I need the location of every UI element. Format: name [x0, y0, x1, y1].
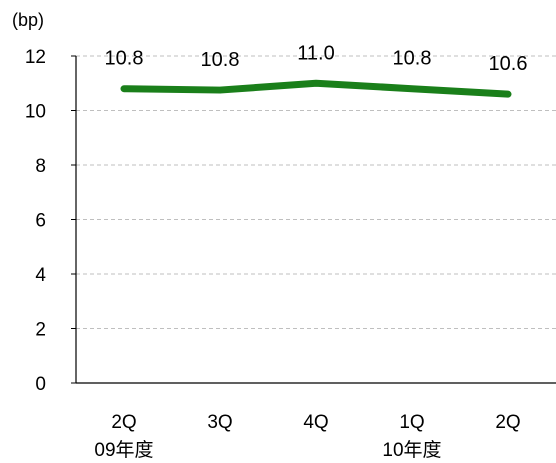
x-tick-label: 3Q	[207, 412, 232, 433]
axis-ticks: 0 2 4 6 8 10 12 2Q 09年度 3Q 4Q 1Q 10年度 2Q	[25, 47, 521, 461]
y-tick-label: 6	[35, 211, 46, 232]
x-tick-label: 4Q	[303, 412, 328, 433]
y-axis-unit-label: (bp)	[12, 10, 44, 30]
x-tick-label: 2Q	[111, 412, 136, 433]
data-label: 10.6	[489, 53, 528, 75]
data-labels: 10.8 10.8 11.0 10.8 10.6	[105, 42, 528, 75]
x-group-label: 10年度	[382, 439, 441, 461]
series-layer	[120, 79, 512, 98]
y-tick-label: 0	[35, 374, 46, 395]
series-line	[120, 79, 512, 98]
data-label: 11.0	[297, 42, 334, 64]
x-tick-label: 1Q	[399, 412, 424, 433]
gridlines	[76, 55, 556, 329]
x-tick-label: 2Q	[495, 412, 520, 433]
data-label: 10.8	[201, 49, 240, 71]
y-tick-label: 12	[25, 47, 46, 68]
data-label: 10.8	[105, 48, 144, 70]
y-tick-label: 4	[35, 265, 46, 286]
y-tick-label: 10	[25, 102, 46, 123]
y-tick-label: 8	[35, 156, 46, 177]
y-tick-label: 2	[35, 320, 46, 341]
data-label: 10.8	[393, 48, 432, 70]
x-group-label: 09年度	[94, 439, 153, 461]
